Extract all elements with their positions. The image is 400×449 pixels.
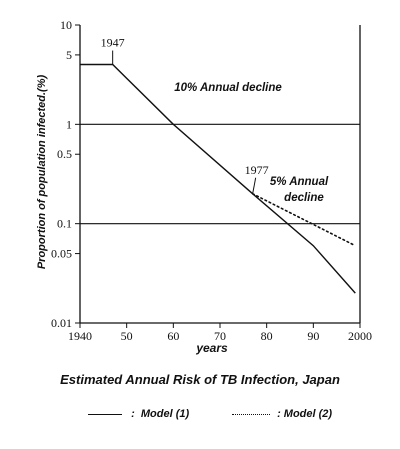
x-tick-label: 90	[307, 329, 319, 343]
legend-item-model-1: : Model (1)	[88, 408, 189, 420]
plot-frame	[79, 25, 361, 324]
annotation-5pct-annual: 5% Annual	[270, 176, 329, 188]
x-tick-label: 70	[214, 329, 226, 343]
legend-separator: :	[131, 408, 135, 420]
series-line-model-2	[251, 193, 357, 247]
y-axis-label: Proportion of population infected.(%)	[36, 75, 48, 270]
x-tick-label: 50	[121, 329, 133, 343]
legend-label: Model (1)	[140, 408, 190, 420]
series-lines	[80, 63, 357, 294]
reference-lines	[80, 123, 360, 225]
y-axis-ticks: 10 5 1 0.5 0.1 0.05 0.01	[51, 18, 80, 330]
x-tick-label: 60	[167, 329, 179, 343]
annotation-1947: 1947	[101, 36, 125, 50]
x-tick-label: 80	[261, 329, 273, 343]
annotation-1977: 1977	[245, 163, 269, 177]
annotation-leader-1977	[252, 177, 257, 194]
y-tick-label: 10	[60, 18, 72, 32]
series-line-model-1	[80, 63, 356, 294]
legend-label: : Model (2)	[277, 408, 333, 420]
x-axis-ticks: 1940 50 60 70 80 90 2000	[68, 323, 372, 343]
legend-swatch-dotted	[232, 413, 270, 415]
x-tick-label: 2000	[348, 329, 372, 343]
legend-swatch-solid	[88, 413, 122, 415]
y-tick-label: 0.01	[51, 316, 72, 330]
chart-title: Estimated Annual Risk of TB Infection, J…	[60, 372, 340, 387]
annotation-10pct-decline: 10% Annual decline	[174, 82, 282, 94]
y-tick-label: 5	[66, 48, 72, 62]
x-tick-label: 1940	[68, 329, 92, 343]
annotation-5pct-decline: decline	[284, 192, 324, 204]
y-tick-label: 1	[66, 117, 72, 131]
y-tick-label: 0.05	[51, 247, 72, 261]
legend-item-model-2: : Model (2)	[232, 408, 332, 420]
y-tick-label: 0.1	[57, 217, 72, 231]
y-tick-label: 0.5	[57, 147, 72, 161]
x-axis-label: years	[195, 341, 228, 355]
